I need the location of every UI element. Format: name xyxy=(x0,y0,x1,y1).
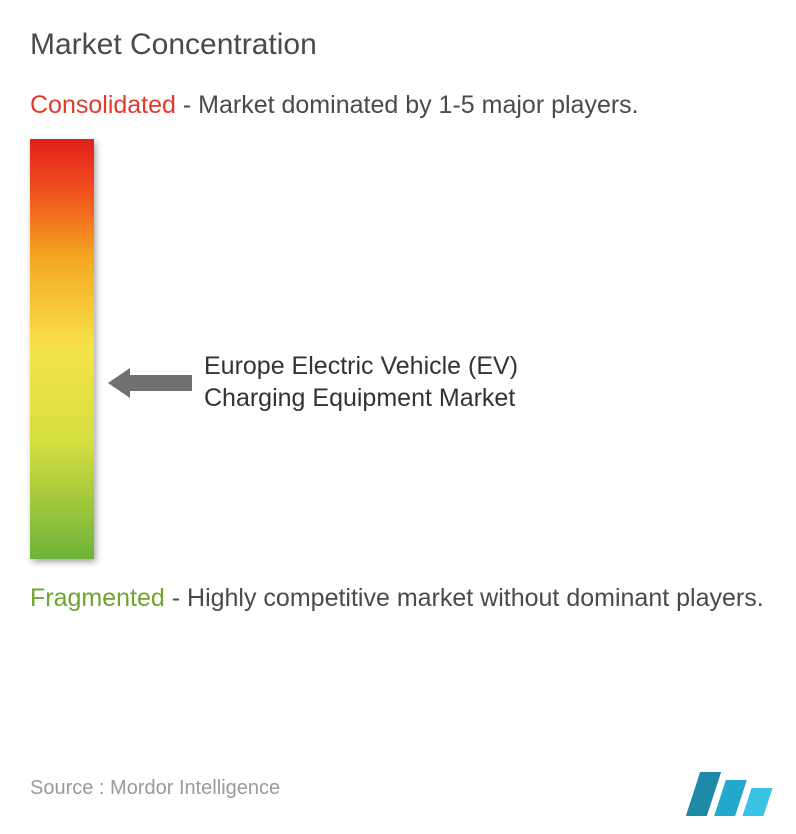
consolidated-label: Consolidated xyxy=(30,91,176,119)
concentration-scale: Europe Electric Vehicle (EV) Charging Eq… xyxy=(30,139,766,569)
gradient-bar xyxy=(30,139,94,559)
consolidated-definition: Consolidated - Market dominated by 1-5 m… xyxy=(30,90,766,121)
marker-label: Europe Electric Vehicle (EV) Charging Eq… xyxy=(204,351,584,414)
fragmented-text: - Highly competitive market without domi… xyxy=(165,584,764,612)
source-attribution: Source : Mordor Intelligence xyxy=(30,777,280,800)
market-position-marker: Europe Electric Vehicle (EV) Charging Eq… xyxy=(108,351,584,414)
brand-logo xyxy=(693,772,768,816)
fragmented-definition: Fragmented - Highly competitive market w… xyxy=(30,583,766,614)
page-title: Market Concentration xyxy=(30,28,766,62)
arrow-left-icon xyxy=(108,368,192,398)
consolidated-text: - Market dominated by 1-5 major players. xyxy=(176,91,639,119)
fragmented-label: Fragmented xyxy=(30,584,165,612)
